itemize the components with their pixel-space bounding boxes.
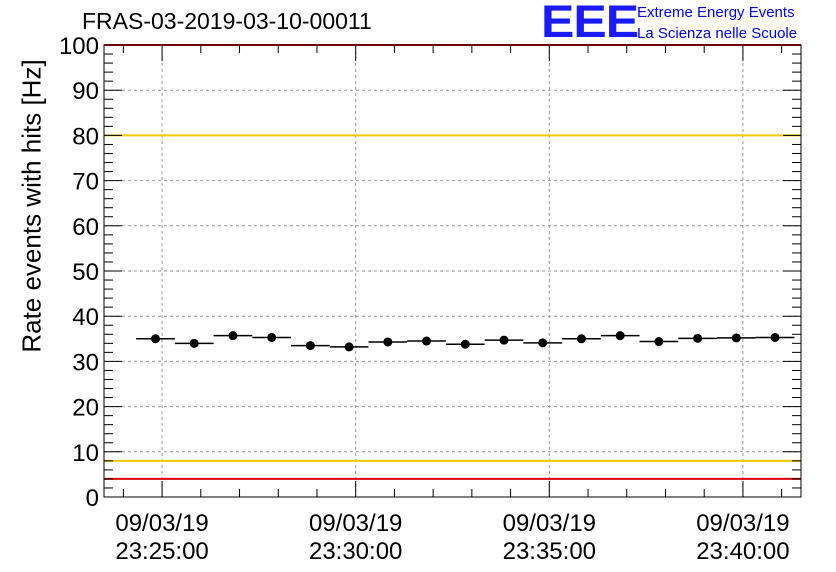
x-tick-time: 23:25:00 — [115, 538, 208, 565]
y-tick-label: 40 — [72, 304, 99, 331]
y-tick-label: 0 — [86, 485, 99, 512]
logo-line-2: La Scienza nelle Scuole — [637, 25, 798, 42]
data-point — [422, 336, 432, 346]
grid-lines — [104, 45, 801, 497]
y-tick-label: 30 — [72, 349, 99, 376]
logo-line-1: Extreme Energy Events — [637, 4, 795, 21]
x-tick-date: 09/03/19 — [696, 510, 789, 537]
data-point — [189, 338, 199, 348]
y-tick-label: 20 — [72, 395, 99, 422]
reference-lines — [104, 44, 801, 480]
data-points — [136, 331, 795, 352]
data-point — [693, 333, 703, 343]
eee-logo: EEE — [541, 0, 639, 47]
data-point — [654, 337, 664, 347]
chart-title: FRAS-03-2019-03-10-00011 — [82, 8, 372, 34]
y-tick-label: 90 — [72, 78, 99, 105]
x-tick-time: 23:30:00 — [309, 538, 402, 565]
data-point — [538, 338, 548, 348]
data-point — [615, 331, 625, 341]
y-tick-label: 70 — [72, 169, 99, 196]
y-tick-label: 100 — [59, 33, 99, 60]
y-tick-label: 80 — [72, 123, 99, 150]
x-tick-date: 09/03/19 — [309, 510, 402, 537]
y-tick-label: 50 — [72, 259, 99, 286]
x-tick-time: 23:35:00 — [503, 538, 596, 565]
y-tick-label: 60 — [72, 214, 99, 241]
data-point — [460, 339, 470, 349]
data-point — [576, 334, 586, 344]
y-tick-label: 10 — [72, 440, 99, 467]
data-point — [731, 333, 741, 343]
data-point — [499, 335, 509, 345]
data-point — [228, 331, 238, 341]
data-point — [151, 334, 161, 344]
x-tick-date: 09/03/19 — [115, 510, 208, 537]
data-point — [770, 332, 780, 342]
data-point — [383, 337, 393, 347]
data-point — [267, 332, 277, 342]
x-tick-date: 09/03/19 — [503, 510, 596, 537]
data-point — [344, 342, 354, 352]
data-point — [305, 341, 315, 351]
axis-ticks — [104, 44, 801, 498]
x-tick-time: 23:40:00 — [696, 538, 789, 565]
tick-labels: 010203040506070809010009/03/1923:25:0009… — [59, 33, 790, 565]
